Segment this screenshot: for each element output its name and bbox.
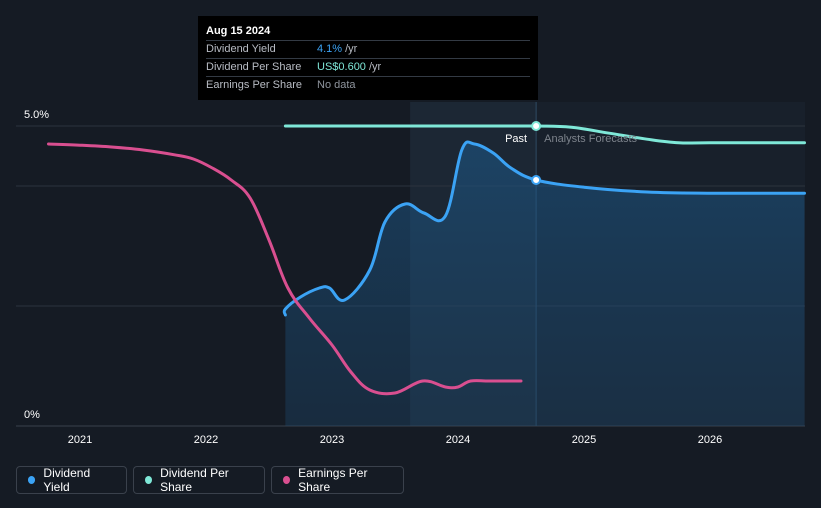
- legend-dot-icon: [283, 476, 291, 484]
- legend-earnings-per-share[interactable]: Earnings Per Share: [271, 466, 404, 494]
- y-tick-label: 0%: [24, 409, 40, 421]
- tooltip-label: Dividend Yield: [206, 43, 276, 55]
- x-tick-label: 2021: [68, 434, 92, 446]
- tooltip-unit: /yr: [345, 43, 358, 55]
- tooltip-value: 4.1%: [317, 43, 343, 55]
- tooltip-date: Aug 15 2024: [206, 22, 530, 41]
- earnings-per-share-line: [47, 142, 523, 396]
- dividend-yield-line: [282, 140, 806, 317]
- dividend-yield-area: [284, 141, 805, 426]
- legend-label: Dividend Per Share: [160, 466, 229, 494]
- legend-dividend-per-share[interactable]: Dividend Per Share: [133, 466, 265, 494]
- tooltip: Aug 15 2024 Dividend Yield 4.1% /yr Divi…: [198, 16, 538, 100]
- forecast-label: Analysts Forecasts: [544, 133, 637, 145]
- tooltip-unit: /yr: [368, 61, 382, 73]
- legend-dividend-yield[interactable]: Dividend Yield: [16, 466, 127, 494]
- tooltip-label: Dividend Per Share: [206, 61, 302, 73]
- legend-label: Earnings Per Share: [298, 466, 368, 494]
- tooltip-label: Earnings Per Share: [206, 79, 302, 91]
- legend-dot-icon: [145, 476, 153, 484]
- dividend-per-share-line: [283, 124, 806, 145]
- legend-label: Dividend Yield: [43, 466, 91, 494]
- x-tick-label: 2023: [320, 434, 344, 446]
- past-label: Past: [505, 133, 527, 145]
- tooltip-row-earnings-per-share: Earnings Per Share No data: [206, 77, 530, 94]
- x-tick-label: 2026: [698, 434, 722, 446]
- x-tick-label: 2025: [572, 434, 596, 446]
- tooltip-value: No data: [317, 79, 356, 91]
- x-tick-label: 2024: [446, 434, 470, 446]
- tooltip-row-dividend-yield: Dividend Yield 4.1% /yr: [206, 41, 530, 59]
- dividend-per-share-marker: [531, 121, 542, 131]
- tooltip-value: US$0.600: [317, 61, 366, 73]
- tooltip-row-dividend-per-share: Dividend Per Share US$0.600 /yr: [206, 59, 530, 77]
- x-tick-label: 2022: [194, 434, 218, 446]
- dividend-yield-marker: [531, 175, 542, 185]
- legend-dot-icon: [28, 476, 36, 484]
- y-tick-label: 5.0%: [24, 109, 49, 121]
